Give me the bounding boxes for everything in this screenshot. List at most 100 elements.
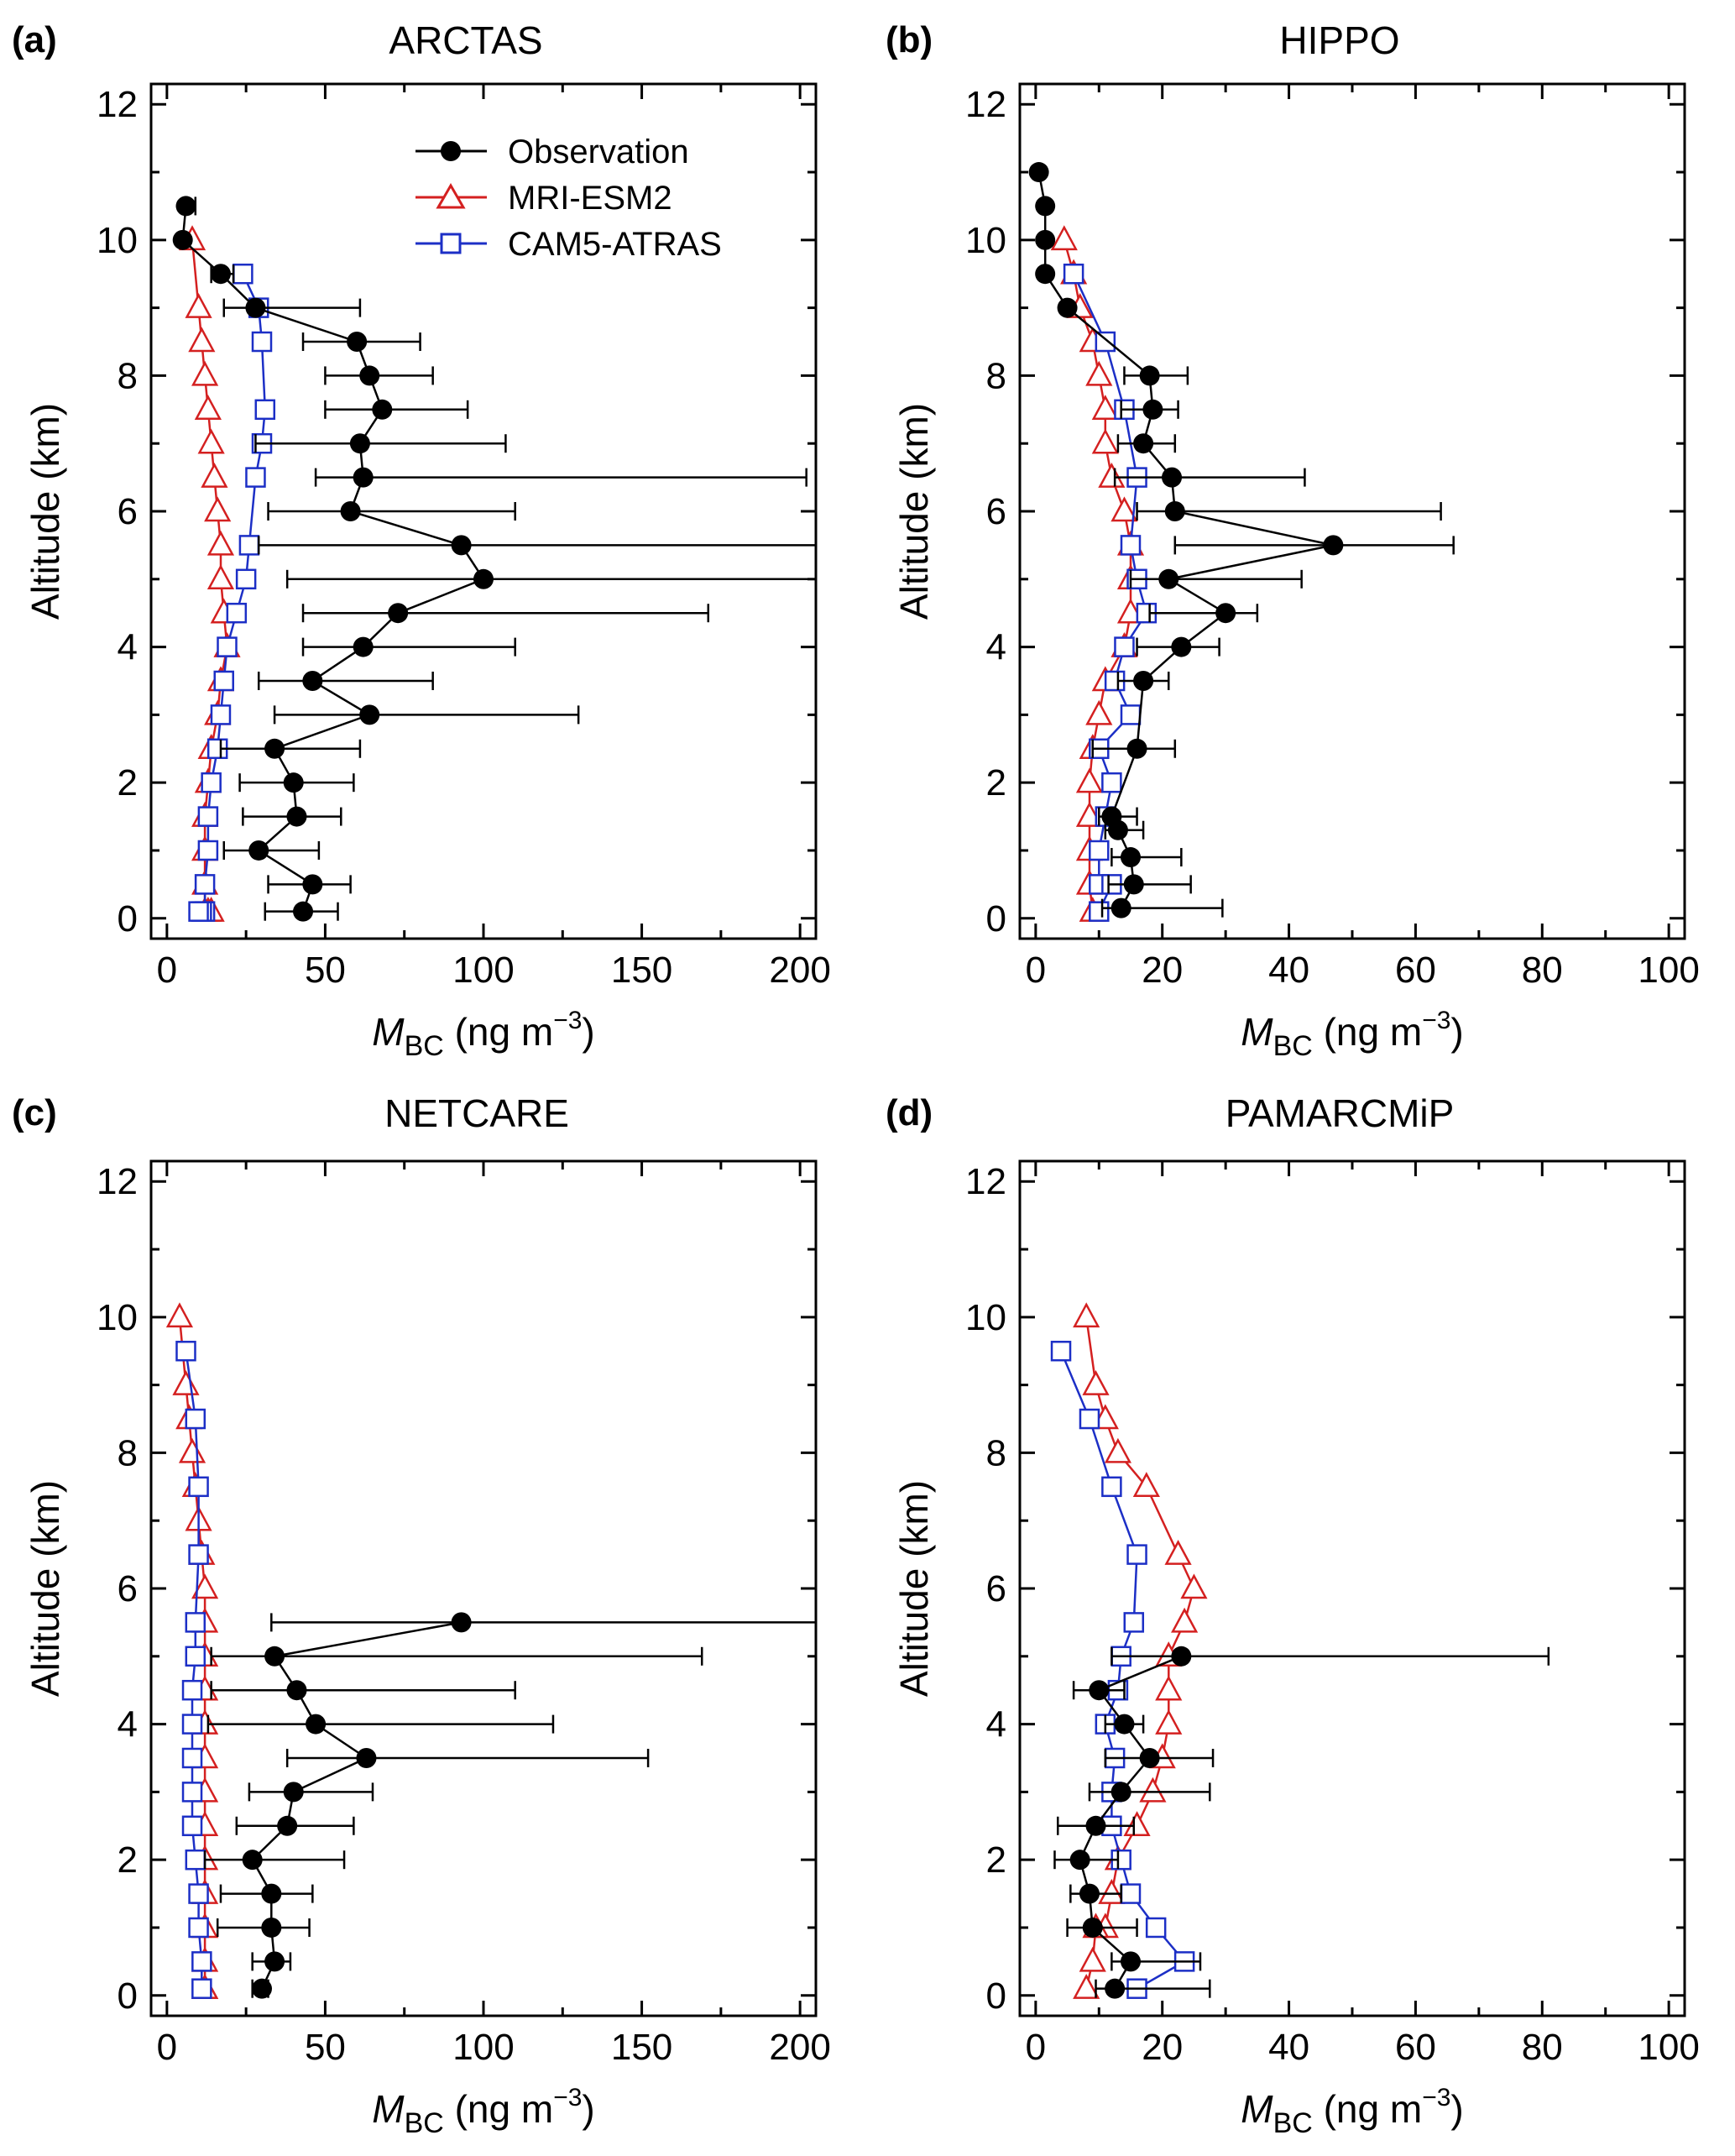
panel-d: (d) PAMARCMiP 0 20 40 60 80 100 0 2 4 6 8 10 12 Alti… <box>886 1091 1700 2139</box>
cam5-atras-point <box>1120 704 1142 725</box>
y-tick-label: 10 <box>97 220 138 261</box>
observation-line <box>181 206 485 913</box>
y-tick-label: 12 <box>97 84 138 125</box>
legend-label-observation: Observation <box>508 133 689 170</box>
cam5-atras-point <box>181 1782 203 1803</box>
panel-label: (a) <box>12 19 57 60</box>
x-tick-label: 200 <box>769 950 830 991</box>
observation-point <box>349 433 370 454</box>
x-tick-label: 150 <box>611 2027 672 2068</box>
axis-ticks: 0 50 100 150 200 0 2 4 6 8 10 12 <box>97 1161 831 2068</box>
x-tick-label: 100 <box>452 2027 514 2068</box>
observation-point <box>277 1815 298 1836</box>
axis-ticks: 0 20 40 60 80 100 0 2 4 6 8 10 12 <box>965 84 1700 991</box>
observation-point <box>1069 1850 1090 1871</box>
observation-point <box>1121 1951 1141 1972</box>
x-tick-label: 40 <box>1268 950 1309 991</box>
y-tick-label: 12 <box>965 84 1006 125</box>
observation-point <box>473 568 494 589</box>
mri-esm2-point <box>191 360 219 386</box>
observation-point <box>1082 1917 1103 1938</box>
cam5-atras-line <box>1059 1350 1187 1990</box>
cam5-atras-point <box>181 1815 203 1837</box>
cam5-atras-point <box>1089 840 1110 861</box>
observation-point <box>340 501 361 521</box>
x-axis-title: MBC (ng m−3) <box>372 2084 594 2139</box>
data-marks <box>165 1302 816 1999</box>
mri-esm2-point <box>1171 1607 1199 1633</box>
observation-point <box>302 670 323 691</box>
y-tick-label: 8 <box>986 355 1006 396</box>
observation-point <box>1079 1883 1100 1904</box>
y-tick-label: 12 <box>97 1161 138 1202</box>
mri-esm2-point <box>165 1302 194 1328</box>
mri-esm2-point <box>1082 1369 1110 1395</box>
cam5-atras-point <box>1050 1340 1072 1362</box>
observation-point <box>1142 399 1163 420</box>
observation-point <box>261 1883 282 1904</box>
cam5-atras-point <box>1101 1476 1122 1498</box>
x-tick-label: 80 <box>1522 2027 1563 2068</box>
mri-esm2-point <box>172 1369 200 1395</box>
axis-ticks: 0 20 40 60 80 100 0 2 4 6 8 10 12 <box>965 1161 1700 2068</box>
x-tick-label: 20 <box>1142 950 1183 991</box>
mri-esm2-point <box>1073 1302 1100 1328</box>
cam5-atras-point <box>251 331 273 353</box>
cam5-atras-point <box>188 1917 209 1939</box>
observation-point <box>283 1782 304 1803</box>
mri-esm2-point <box>1111 496 1138 522</box>
observation-point <box>347 332 368 353</box>
x-axis-title: MBC (ng m−3) <box>1241 1007 1463 1062</box>
observation-point <box>1164 501 1185 521</box>
y-tick-label: 8 <box>986 1432 1006 1473</box>
x-tick-label: 0 <box>1026 2027 1046 2068</box>
mri-esm2-point <box>1104 1437 1132 1463</box>
cam5-atras-point <box>1101 772 1122 793</box>
y-tick-label: 8 <box>118 355 138 396</box>
cam5-atras-point <box>245 467 266 488</box>
x-tick-label: 50 <box>305 2027 346 2068</box>
cam5-atras-point <box>210 704 232 725</box>
mri-esm2-point <box>1091 428 1119 454</box>
cam5-atras-point <box>254 399 276 421</box>
panel-title: HIPPO <box>1279 18 1399 62</box>
cam5-atras-point <box>175 1340 196 1362</box>
x-tick-label: 200 <box>769 2027 830 2068</box>
data-marks <box>1028 162 1455 922</box>
cam5-atras-point <box>1079 1408 1100 1430</box>
data-marks <box>172 196 816 922</box>
panel-b: (b) HIPPO 0 20 40 60 80 100 0 2 4 6 8 10 12 Altitude… <box>886 18 1700 1062</box>
x-tick-label: 0 <box>157 950 177 991</box>
x-axis-title: MBC (ng m−3) <box>1241 2084 1463 2139</box>
observation-point <box>242 1850 263 1871</box>
cam5-atras-point <box>197 806 219 827</box>
x-tick-label: 80 <box>1522 950 1563 991</box>
plot-frame <box>1018 1159 1686 2017</box>
y-tick-label: 2 <box>986 762 1006 803</box>
observation-point <box>1158 568 1179 589</box>
observation-point <box>1171 636 1192 657</box>
mri-esm2-point <box>206 530 235 556</box>
mri-esm2-line <box>191 239 228 913</box>
cam5-atras-point <box>181 1714 203 1735</box>
observation-point <box>1089 1680 1110 1701</box>
cam5-atras-point <box>217 636 238 657</box>
mri-esm2-point <box>197 428 225 454</box>
mri-esm2-point <box>1075 767 1104 793</box>
cam5-atras-point <box>181 1747 203 1769</box>
observation-point <box>451 1612 472 1633</box>
mri-esm2-point <box>1085 699 1113 725</box>
mri-esm2-point <box>1050 225 1078 251</box>
mri-esm2-point <box>1132 1472 1160 1498</box>
observation-point <box>1107 819 1128 840</box>
observation-point <box>264 1951 285 1972</box>
data-marks <box>1050 1302 1550 1999</box>
observation-point <box>1123 874 1144 895</box>
y-axis-title: Altitude (km) <box>892 1480 936 1697</box>
observation-point <box>264 738 285 759</box>
cam5-atras-point <box>226 602 248 624</box>
y-axis-title: Altitude (km) <box>892 403 936 620</box>
y-axis-title: Altitude (km) <box>24 1480 67 1697</box>
mri-esm2-point <box>1164 1539 1192 1565</box>
